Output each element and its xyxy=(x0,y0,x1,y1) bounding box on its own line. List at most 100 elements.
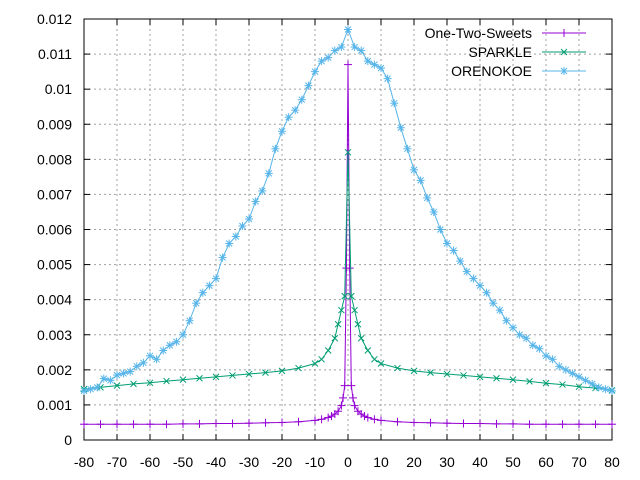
x-tick-label: 30 xyxy=(439,454,455,470)
data-point-one-two-sweets xyxy=(363,413,372,422)
x-tick-label: -80 xyxy=(74,454,94,470)
data-point-one-two-sweets xyxy=(311,416,319,425)
y-tick-label: 0.01 xyxy=(45,81,72,97)
data-point-orenokoe xyxy=(165,341,174,350)
data-point-sparkle xyxy=(245,370,253,378)
data-point-sparkle xyxy=(394,364,401,372)
x-tick-label: 70 xyxy=(571,454,587,470)
data-point-orenokoe xyxy=(297,95,306,104)
data-point-orenokoe xyxy=(205,281,214,290)
data-point-sparkle xyxy=(493,374,500,382)
data-point-one-two-sweets xyxy=(426,418,435,427)
data-point-one-two-sweets xyxy=(476,419,484,428)
data-point-orenokoe xyxy=(608,386,616,395)
data-point-one-two-sweets xyxy=(345,264,354,273)
x-tick-label: 50 xyxy=(505,454,521,470)
data-point-one-two-sweets xyxy=(542,420,550,429)
data-point-sparkle xyxy=(311,360,319,367)
y-tick-label: 0.009 xyxy=(37,116,72,132)
data-point-orenokoe xyxy=(344,25,352,34)
data-point-orenokoe xyxy=(502,316,511,325)
data-point-orenokoe xyxy=(80,386,88,395)
x-tick-label: 0 xyxy=(344,454,352,470)
data-point-orenokoe xyxy=(330,46,339,55)
grid-lines xyxy=(84,19,612,440)
data-point-one-two-sweets xyxy=(337,401,346,410)
data-point-orenokoe xyxy=(291,106,300,115)
y-tick-label: 0.005 xyxy=(37,257,72,273)
data-point-sparkle xyxy=(334,320,342,328)
series-one-two-sweets xyxy=(80,60,616,429)
data-point-orenokoe xyxy=(594,383,603,392)
legend-label: One-Two-Sweets xyxy=(425,25,532,41)
data-point-orenokoe xyxy=(152,355,161,364)
data-point-sparkle xyxy=(113,382,121,389)
data-point-one-two-sweets xyxy=(509,419,517,428)
y-tick-label: 0.012 xyxy=(37,11,72,27)
data-point-orenokoe xyxy=(278,127,286,136)
data-point-sparkle xyxy=(344,148,352,156)
data-point-one-two-sweets xyxy=(608,420,616,429)
data-point-orenokoe xyxy=(212,274,220,283)
data-point-orenokoe xyxy=(601,385,610,394)
legend-item-one-two-sweets: One-Two-Sweets xyxy=(425,25,586,41)
data-point-orenokoe xyxy=(284,113,293,122)
data-point-orenokoe xyxy=(548,355,557,364)
data-point-one-two-sweets xyxy=(294,417,303,426)
data-point-orenokoe xyxy=(568,369,577,378)
series-orenokoe xyxy=(80,25,616,395)
data-point-one-two-sweets xyxy=(146,420,154,429)
data-point-orenokoe xyxy=(462,267,471,276)
data-point-sparkle xyxy=(476,373,484,381)
data-point-sparkle xyxy=(509,376,517,384)
data-point-orenokoe xyxy=(258,186,267,195)
x-tick-label: -30 xyxy=(239,454,259,470)
data-point-one-two-sweets xyxy=(278,418,286,427)
data-point-orenokoe xyxy=(324,53,333,62)
y-tick-label: 0.006 xyxy=(37,222,72,238)
data-point-sparkle xyxy=(575,383,583,391)
data-point-sparkle xyxy=(526,378,533,385)
series-group xyxy=(80,25,616,429)
data-point-sparkle xyxy=(338,306,345,314)
data-point-orenokoe xyxy=(271,144,280,153)
data-point-one-two-sweets xyxy=(317,415,326,424)
data-point-orenokoe xyxy=(350,43,359,52)
data-point-orenokoe xyxy=(423,193,432,202)
data-point-orenokoe xyxy=(238,221,247,230)
data-point-orenokoe xyxy=(561,365,570,374)
legend-item-orenokoe: ORENOKOE xyxy=(451,63,586,79)
data-point-one-two-sweets xyxy=(459,419,468,428)
data-point-sparkle xyxy=(460,372,467,379)
data-point-one-two-sweets xyxy=(261,418,270,427)
data-point-one-two-sweets xyxy=(377,416,385,425)
data-point-orenokoe xyxy=(429,207,438,216)
legend-item-sparkle: SPARKLE xyxy=(468,44,586,60)
x-axis-tick-labels: -80 -70 -60 -50 -40 -30 -20 -10 0 10 20 30 40 50 60 70 8… xyxy=(74,454,620,470)
data-point-orenokoe xyxy=(416,176,425,185)
x-tick-label: -60 xyxy=(140,454,160,470)
data-point-orenokoe xyxy=(185,316,194,325)
data-point-sparkle xyxy=(278,367,286,375)
data-point-orenokoe xyxy=(357,46,366,55)
data-point-one-two-sweets xyxy=(339,393,348,402)
x-tick-label: -10 xyxy=(305,454,325,470)
y-tick-label: 0.011 xyxy=(38,46,72,62)
data-point-orenokoe xyxy=(311,67,319,76)
data-point-orenokoe xyxy=(245,214,253,223)
data-point-sparkle xyxy=(212,373,220,381)
data-point-sparkle xyxy=(559,381,566,388)
data-point-orenokoe xyxy=(522,334,531,343)
data-point-orenokoe xyxy=(482,288,491,297)
data-point-orenokoe xyxy=(436,225,445,234)
data-point-orenokoe xyxy=(469,274,478,283)
data-point-orenokoe xyxy=(159,346,168,355)
data-point-orenokoe xyxy=(126,367,135,376)
data-point-one-two-sweets xyxy=(492,419,501,428)
data-point-orenokoe xyxy=(231,232,240,241)
data-point-orenokoe xyxy=(575,372,583,381)
data-point-orenokoe xyxy=(509,323,517,332)
data-point-sparkle xyxy=(179,376,187,384)
data-point-one-two-sweets xyxy=(334,407,343,416)
data-point-one-two-sweets xyxy=(129,420,138,429)
